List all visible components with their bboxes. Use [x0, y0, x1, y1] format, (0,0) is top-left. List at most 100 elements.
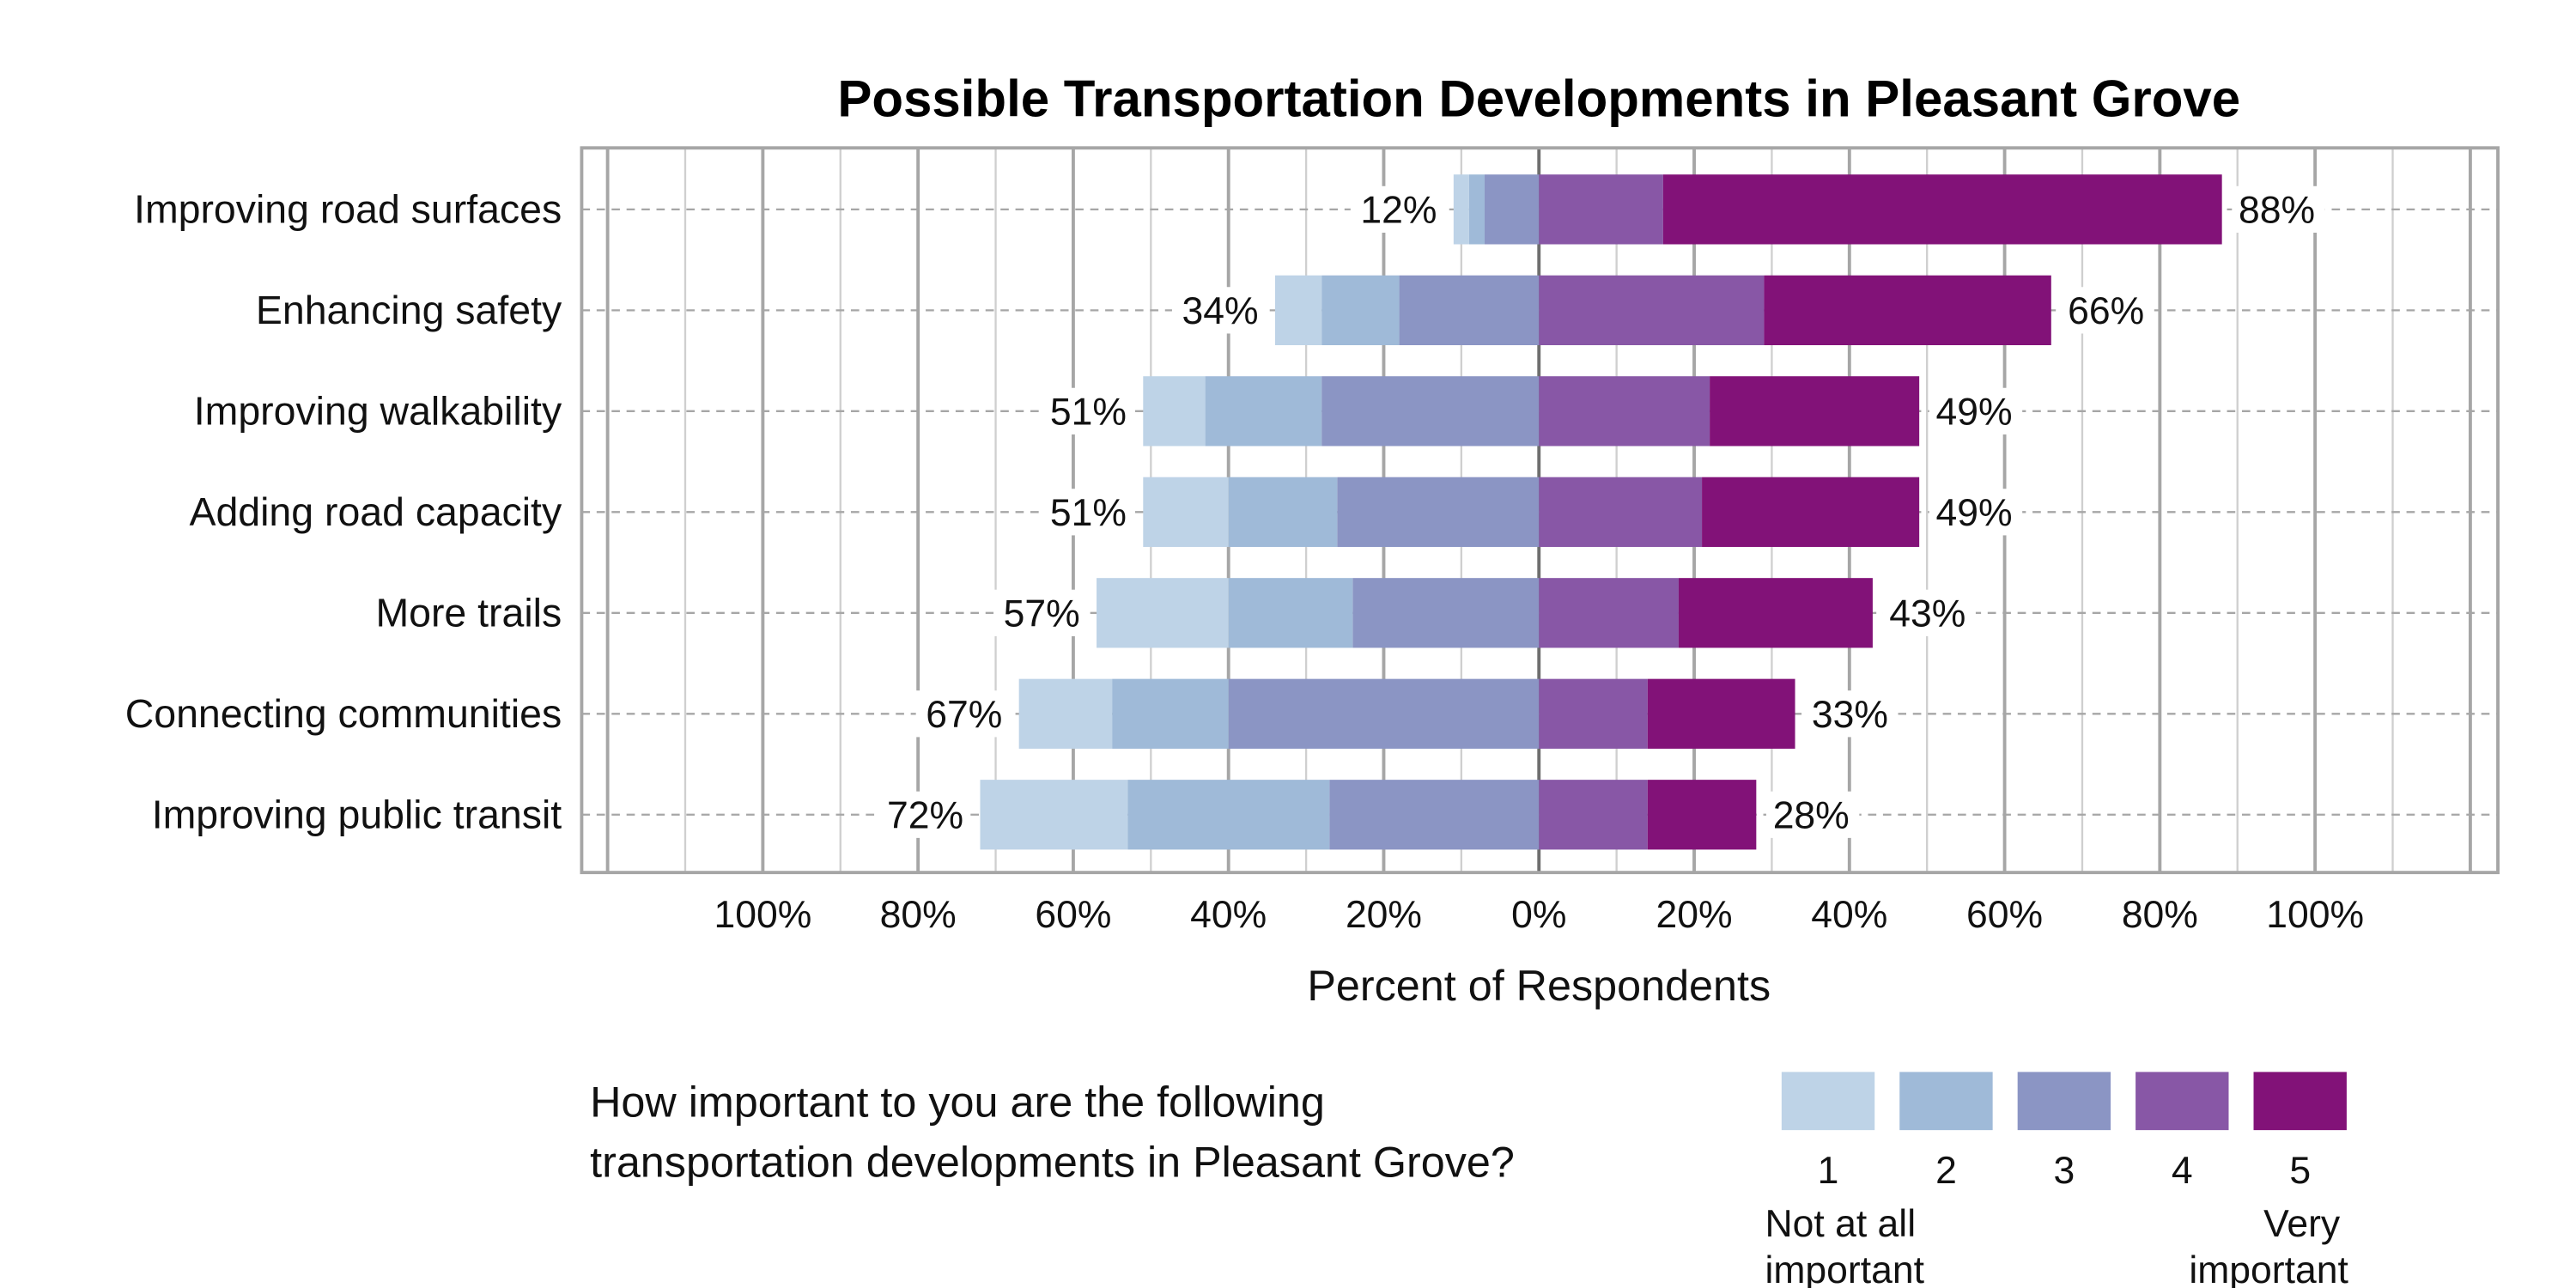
plot-frame: [580, 146, 2500, 875]
bar-segment-2: [1205, 376, 1322, 447]
bar-segment-3: [1321, 376, 1540, 447]
x-tick-label: 20%: [1656, 894, 1732, 936]
bar-segment-2: [1321, 275, 1400, 345]
label-bg: [993, 589, 1087, 636]
negative-total-label: 51%: [1050, 492, 1127, 534]
category-label: Improving walkability: [194, 388, 562, 433]
category-label: Enhancing safety: [256, 288, 562, 332]
bar-segment-5: [1647, 780, 1757, 850]
bar-segment-5: [1764, 275, 2051, 345]
label-bg: [915, 690, 1010, 738]
bar-segment-2: [1468, 174, 1485, 245]
x-tick-label: 20%: [1346, 894, 1422, 936]
bar-segment-4: [1539, 275, 1765, 345]
bar-segment-4: [1539, 678, 1648, 749]
label-bg: [1805, 690, 1899, 738]
bar-segment-5: [1662, 174, 2222, 245]
label-bg: [2061, 287, 2154, 334]
bar-segment-2: [1127, 780, 1330, 850]
chart-title: Possible Transportation Developments in …: [837, 70, 2240, 127]
bar-segment-2: [1112, 678, 1229, 749]
positive-total-label: 33%: [1812, 694, 1888, 736]
legend-label: 2: [1935, 1150, 1957, 1192]
bar-segment-3: [1329, 780, 1540, 850]
label-bg: [1171, 287, 1266, 334]
legend-question-line1: How important to you are the following: [590, 1078, 1325, 1127]
legend-question-line2: transportation developments in Pleasant …: [590, 1137, 1515, 1186]
positive-total-label: 28%: [1773, 794, 1850, 836]
legend-high-label-line1: Very: [2263, 1203, 2341, 1245]
label-bg: [877, 791, 970, 838]
bar-segment-3: [1228, 678, 1540, 749]
bar-segment-4: [1539, 780, 1648, 850]
bars: Improving road surfaces 12% 88% Enhancing s…: [125, 174, 2325, 850]
label-bg: [1040, 489, 1133, 536]
label-bg: [1040, 387, 1133, 434]
positive-total-label: 49%: [1936, 391, 2013, 433]
category-label: Improving public transit: [152, 792, 562, 836]
x-axis-label: Percent of Respondents: [1307, 961, 1771, 1010]
bar-segment-4: [1539, 376, 1710, 447]
x-tick-label: 0%: [1511, 894, 1566, 936]
bar-segment-4: [1539, 174, 1663, 245]
legend-label: 4: [2172, 1150, 2193, 1192]
negative-total-label: 12%: [1360, 189, 1437, 231]
legend-label: 1: [1818, 1150, 1839, 1192]
legend-low-label-line2: important: [1765, 1249, 1924, 1288]
category-label: Connecting communities: [125, 691, 562, 736]
x-axis-ticks: 100% 80% 60% 40% 20% 0% 20% 40% 60% 80% 100%: [714, 894, 2364, 936]
label-bg: [1765, 791, 1860, 838]
bar-segment-1: [1097, 578, 1229, 648]
x-tick-label: 80%: [2122, 894, 2198, 936]
bar-segment-4: [1539, 578, 1679, 648]
negative-total-label: 67%: [926, 694, 1002, 736]
label-bg: [1882, 589, 1976, 636]
bar-segment-5: [1710, 376, 1920, 447]
bar-segment-4: [1539, 477, 1703, 547]
legend-swatch-5: [2253, 1072, 2347, 1131]
legend-low-label-line1: Not at all: [1765, 1203, 1916, 1245]
bar-segment-1: [1453, 174, 1469, 245]
bar-segment-5: [1702, 477, 1920, 547]
bar-segment-3: [1337, 477, 1540, 547]
legend-label: 3: [2053, 1150, 2075, 1192]
label-bg: [1350, 185, 1444, 233]
x-tick-label: 100%: [2266, 894, 2364, 936]
bar-segment-5: [1678, 578, 1873, 648]
x-tick-label: 80%: [880, 894, 957, 936]
negative-total-label: 57%: [1004, 592, 1080, 635]
legend-swatch-3: [2017, 1072, 2111, 1131]
legend-swatch-2: [1899, 1072, 1993, 1131]
label-bg: [1929, 387, 2023, 434]
legend-label: 5: [2289, 1150, 2311, 1192]
legend-high-label-line2: important: [2189, 1249, 2348, 1288]
legend-swatch-4: [2136, 1072, 2229, 1131]
x-tick-label: 40%: [1811, 894, 1887, 936]
x-tick-label: 60%: [1035, 894, 1111, 936]
category-label: Improving road surfaces: [134, 186, 562, 231]
x-tick-label: 40%: [1190, 894, 1267, 936]
x-tick-label: 100%: [714, 894, 811, 936]
negative-total-label: 72%: [887, 794, 963, 836]
category-label: More trails: [375, 590, 562, 635]
bar-segment-3: [1399, 275, 1540, 345]
x-tick-label: 60%: [1966, 894, 2043, 936]
bar-segment-1: [1274, 275, 1322, 345]
bar-segment-3: [1352, 578, 1540, 648]
label-bg: [1929, 489, 2023, 536]
positive-total-label: 88%: [2239, 189, 2315, 231]
bar-segment-1: [1018, 678, 1113, 749]
category-label: Adding road capacity: [189, 489, 562, 534]
negative-total-label: 51%: [1050, 391, 1127, 433]
positive-total-label: 43%: [1889, 592, 1965, 635]
bar-segment-1: [1143, 376, 1206, 447]
bar-segment-5: [1647, 678, 1795, 749]
negative-total-label: 34%: [1182, 290, 1259, 332]
bar-segment-3: [1484, 174, 1540, 245]
legend-swatch-1: [1781, 1072, 1875, 1131]
bar-segment-2: [1228, 578, 1353, 648]
bar-segment-2: [1228, 477, 1338, 547]
label-bg: [2232, 185, 2325, 233]
legend: How important to you are the following t…: [590, 1072, 2348, 1288]
